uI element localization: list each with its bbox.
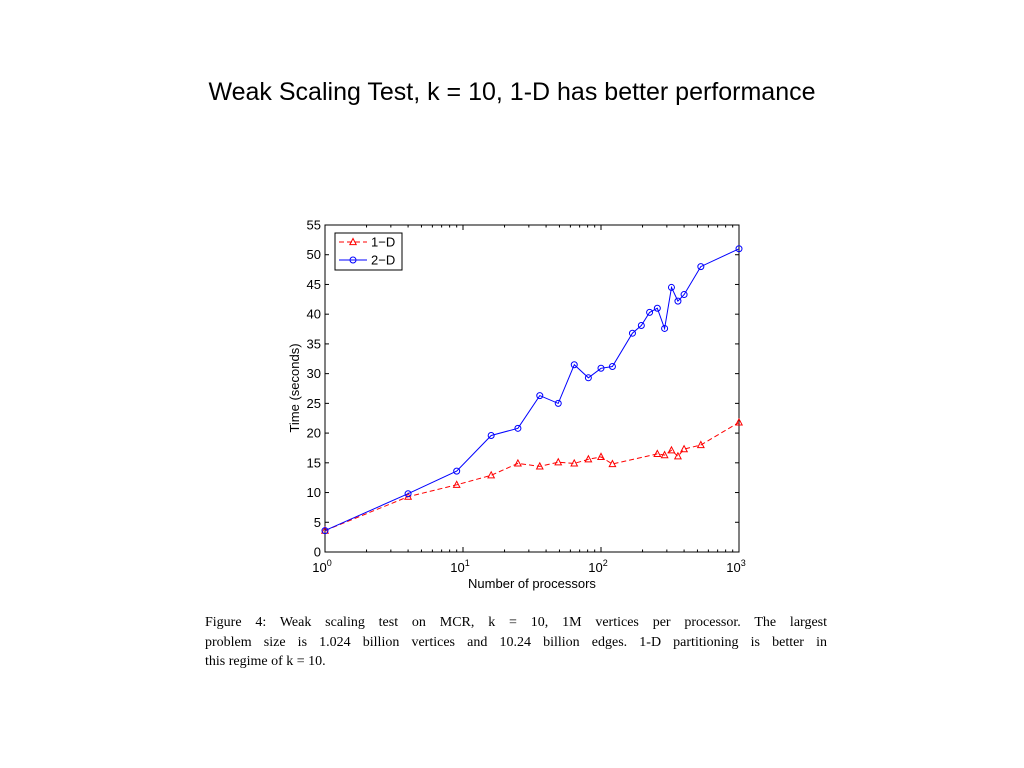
caption-line: this regime of k = 10. <box>205 654 326 669</box>
y-tick-label: 15 <box>307 455 321 470</box>
data-point <box>514 424 522 432</box>
data-point <box>680 444 689 453</box>
legend-box <box>334 232 403 271</box>
x-axis-label: Number of processors <box>468 576 596 591</box>
data-point <box>667 445 676 454</box>
figure-caption: Figure 4: Weak scaling test on MCR, k = … <box>205 613 827 672</box>
y-tick-label: 30 <box>307 366 321 381</box>
y-tick-label: 40 <box>307 307 321 322</box>
series-1 <box>320 417 744 534</box>
data-point <box>653 304 661 312</box>
y-axis-label: Time (seconds) <box>287 343 302 432</box>
y-tick-label: 10 <box>307 485 321 500</box>
legend-label: 1−D <box>371 235 395 250</box>
caption-line: problem size is 1.024 billion vertices a… <box>205 634 827 650</box>
data-point <box>513 458 522 467</box>
x-tick-label: 103 <box>726 558 745 575</box>
y-tick-label: 50 <box>307 247 321 262</box>
y-tick-label: 0 <box>314 545 321 560</box>
data-point <box>535 461 544 470</box>
data-point <box>646 308 654 316</box>
slide-title: Weak Scaling Test, k = 10, 1-D has bette… <box>208 78 816 106</box>
data-point <box>637 321 645 329</box>
data-point <box>667 283 675 291</box>
data-point <box>554 399 562 407</box>
series-line <box>324 248 740 532</box>
y-tick-label: 45 <box>307 277 321 292</box>
data-point <box>404 490 412 498</box>
series-2 <box>321 245 743 535</box>
series-line <box>324 421 740 532</box>
caption-line: Figure 4: Weak scaling test on MCR, k = … <box>205 615 827 630</box>
y-tick-label: 55 <box>307 218 321 233</box>
data-point <box>674 297 682 305</box>
data-point <box>584 374 592 382</box>
data-point <box>321 527 329 535</box>
data-point <box>735 245 743 253</box>
data-point <box>554 457 563 466</box>
y-tick-label: 20 <box>307 426 321 441</box>
x-axis-ticks: 100 101 102 103 <box>312 225 746 575</box>
data-point <box>653 449 662 457</box>
data-point <box>453 467 461 475</box>
data-point <box>487 470 496 479</box>
series-layer <box>320 245 744 535</box>
legend-marker <box>349 256 357 264</box>
data-point <box>660 450 669 459</box>
plot-area <box>324 224 740 553</box>
x-tick-label: 100 <box>312 558 331 575</box>
data-point <box>570 458 579 467</box>
data-point <box>680 291 688 299</box>
y-tick-label: 5 <box>314 515 321 530</box>
data-point <box>673 451 682 460</box>
data-point <box>697 263 705 271</box>
data-point <box>608 363 616 371</box>
legend: 1−D2−D <box>334 232 403 271</box>
y-tick-label: 35 <box>307 336 321 351</box>
data-point <box>452 480 461 488</box>
data-point <box>696 440 705 449</box>
legend-label: 2−D <box>371 253 395 268</box>
data-point <box>570 361 578 369</box>
data-point <box>661 324 669 332</box>
x-tick-label: 101 <box>450 558 469 575</box>
x-tick-label: 102 <box>588 558 607 575</box>
legend-marker <box>348 237 358 246</box>
data-point <box>608 459 617 468</box>
data-point <box>628 329 636 337</box>
data-point <box>734 417 744 426</box>
data-point <box>536 392 544 400</box>
data-point <box>596 452 606 460</box>
y-tick-label: 25 <box>307 396 321 411</box>
data-point <box>597 364 605 372</box>
data-point <box>584 454 593 463</box>
y-axis-ticks: 0 5 10 15 20 25 30 35 40 45 50 55 <box>307 218 739 560</box>
data-point <box>487 431 495 439</box>
